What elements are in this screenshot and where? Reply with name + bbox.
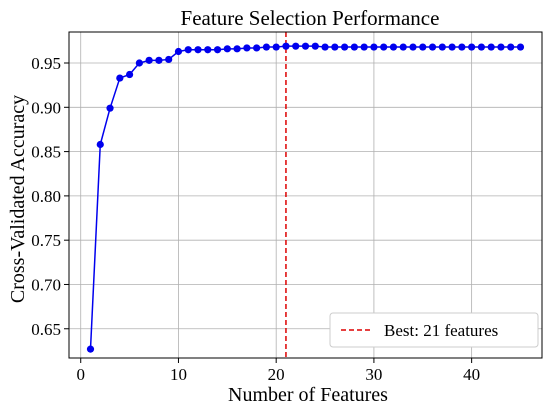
data-point [223, 45, 231, 53]
data-point [340, 43, 349, 51]
data-point [516, 43, 525, 51]
data-point [507, 43, 515, 51]
data-point [155, 56, 163, 64]
y-tick-label: 0.65 [31, 320, 61, 339]
data-point [350, 43, 358, 51]
data-point [253, 44, 261, 52]
x-axis-label: Number of Features [228, 384, 388, 406]
data-point [272, 43, 280, 51]
data-point [428, 43, 437, 51]
data-point [477, 43, 486, 51]
y-tick-label: 0.70 [31, 275, 61, 294]
data-point [360, 43, 368, 51]
data-point [96, 140, 104, 149]
y-tick-label: 0.80 [31, 187, 61, 206]
x-tick-label: 40 [463, 365, 480, 384]
data-point [380, 43, 388, 51]
legend-box [329, 312, 539, 348]
legend: Best: 21 features [329, 312, 539, 348]
data-point [243, 44, 251, 52]
y-tick-label: 0.90 [31, 98, 61, 117]
x-axis-ticks: 0 10 20 30 40 [76, 358, 480, 384]
grid-lines [69, 32, 542, 358]
legend-label: Best: 21 features [384, 321, 498, 340]
data-point [419, 43, 427, 51]
data-point [321, 43, 329, 51]
data-point [125, 70, 134, 79]
x-tick-label: 10 [170, 365, 187, 384]
data-point [468, 43, 476, 51]
data-point [262, 43, 271, 51]
data-point [458, 43, 466, 51]
data-point [184, 46, 192, 54]
data-point [194, 46, 202, 54]
data-point [331, 43, 339, 51]
data-point [301, 42, 310, 50]
data-point [282, 42, 290, 50]
data-point [135, 59, 143, 67]
data-point [438, 43, 446, 51]
data-point [448, 43, 456, 51]
data-point [174, 47, 183, 56]
data-point [145, 56, 153, 64]
accuracy-series-line [89, 45, 521, 350]
y-axis-ticks: 0.65 0.70 0.75 0.80 0.85 0.90 0.95 [31, 54, 69, 339]
data-point [233, 45, 241, 53]
data-point [370, 43, 378, 51]
y-tick-label: 0.85 [31, 143, 61, 162]
x-tick-label: 20 [268, 365, 285, 384]
data-point [165, 55, 173, 64]
y-tick-label: 0.75 [31, 231, 61, 250]
plot-frame [68, 31, 543, 359]
data-point [106, 104, 114, 112]
data-point [204, 46, 212, 54]
chart-title: Feature Selection Performance [181, 6, 440, 30]
series-group [86, 42, 525, 353]
data-point [116, 74, 124, 82]
data-point [497, 43, 505, 51]
data-point [409, 43, 417, 51]
data-point [311, 42, 319, 50]
data-point [213, 46, 222, 54]
data-point [389, 43, 398, 51]
y-tick-label: 0.95 [31, 54, 61, 73]
data-point [487, 43, 495, 51]
data-point [292, 42, 300, 50]
data-point [399, 43, 407, 51]
x-tick-label: 30 [365, 365, 382, 384]
x-tick-label: 0 [76, 365, 85, 384]
y-axis-label: Cross-Validated Accuracy [7, 95, 29, 303]
data-point [86, 345, 95, 353]
